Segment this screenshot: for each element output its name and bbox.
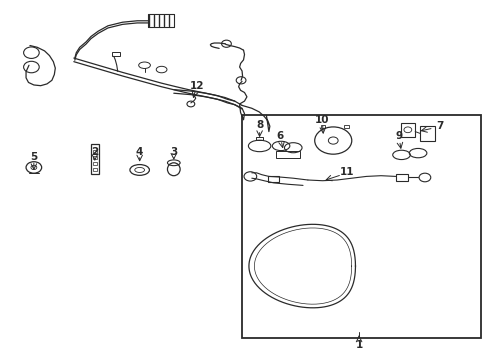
- Text: 2: 2: [91, 147, 98, 157]
- Bar: [320, 126, 325, 129]
- Text: 8: 8: [255, 121, 263, 130]
- Bar: [395, 174, 407, 181]
- Bar: [93, 162, 97, 165]
- Text: 5: 5: [30, 152, 38, 162]
- Bar: [275, 151, 300, 158]
- Bar: [91, 144, 99, 174]
- Bar: [93, 156, 97, 159]
- Text: 10: 10: [315, 115, 329, 125]
- Bar: [400, 123, 414, 137]
- Text: 4: 4: [136, 147, 143, 157]
- Text: 9: 9: [394, 131, 401, 141]
- Bar: [242, 116, 480, 338]
- Bar: [93, 149, 97, 153]
- Text: 6: 6: [275, 131, 283, 141]
- Bar: [93, 168, 97, 171]
- Bar: [267, 176, 278, 182]
- Bar: [112, 52, 120, 56]
- Text: 3: 3: [170, 147, 177, 157]
- Text: 12: 12: [189, 81, 203, 91]
- Text: 1: 1: [355, 340, 362, 350]
- Bar: [343, 126, 348, 129]
- Bar: [419, 126, 434, 140]
- Text: 7: 7: [435, 121, 442, 131]
- Bar: [256, 136, 263, 140]
- Text: 11: 11: [339, 167, 353, 177]
